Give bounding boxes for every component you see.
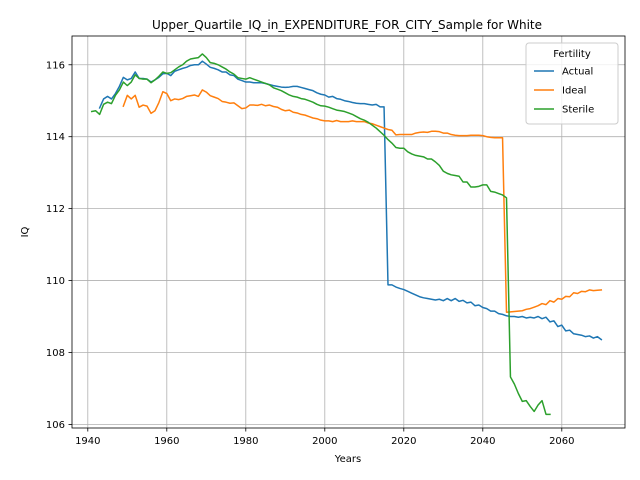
series-lines <box>90 53 603 416</box>
y-tick-label: 110 <box>46 276 65 287</box>
grid-lines <box>72 36 625 428</box>
y-tick-label: 108 <box>46 348 65 359</box>
x-tick-label: 2040 <box>470 436 495 447</box>
plot-frame <box>71 35 626 429</box>
y-tick-label: 112 <box>46 204 65 215</box>
legend-label-sterile: Sterile <box>562 105 594 116</box>
legend-label-ideal: Ideal <box>562 86 586 97</box>
y-tick-label: 114 <box>46 132 65 143</box>
x-tick-label: 2060 <box>549 436 574 447</box>
y-tick-label: 106 <box>46 420 65 431</box>
x-tick-label: 1940 <box>75 436 100 447</box>
legend-box <box>525 42 619 125</box>
x-tick-label: 1960 <box>154 436 179 447</box>
legend-label-actual: Actual <box>562 67 593 78</box>
x-tick-label: 2000 <box>312 436 337 447</box>
axis-ticks: 1940 1960 1980 2000 2020 2040 2060 106 108 110 112… <box>46 60 575 447</box>
x-tick-label: 2020 <box>391 436 416 447</box>
series-line-actual <box>98 60 603 341</box>
series-line-ideal <box>122 89 603 313</box>
x-tick-label: 1980 <box>233 436 258 447</box>
y-tick-label: 116 <box>46 60 65 71</box>
chart-title: Upper_Quartile_IQ_in_EXPENDITURE_FOR_CIT… <box>152 18 542 32</box>
legend: Fertility Actual Ideal Sterile <box>525 42 619 125</box>
y-axis-title: IQ <box>20 226 31 237</box>
legend-title: Fertility <box>553 49 591 60</box>
x-axis-title: Years <box>334 454 361 465</box>
series-line-sterile <box>90 53 551 416</box>
